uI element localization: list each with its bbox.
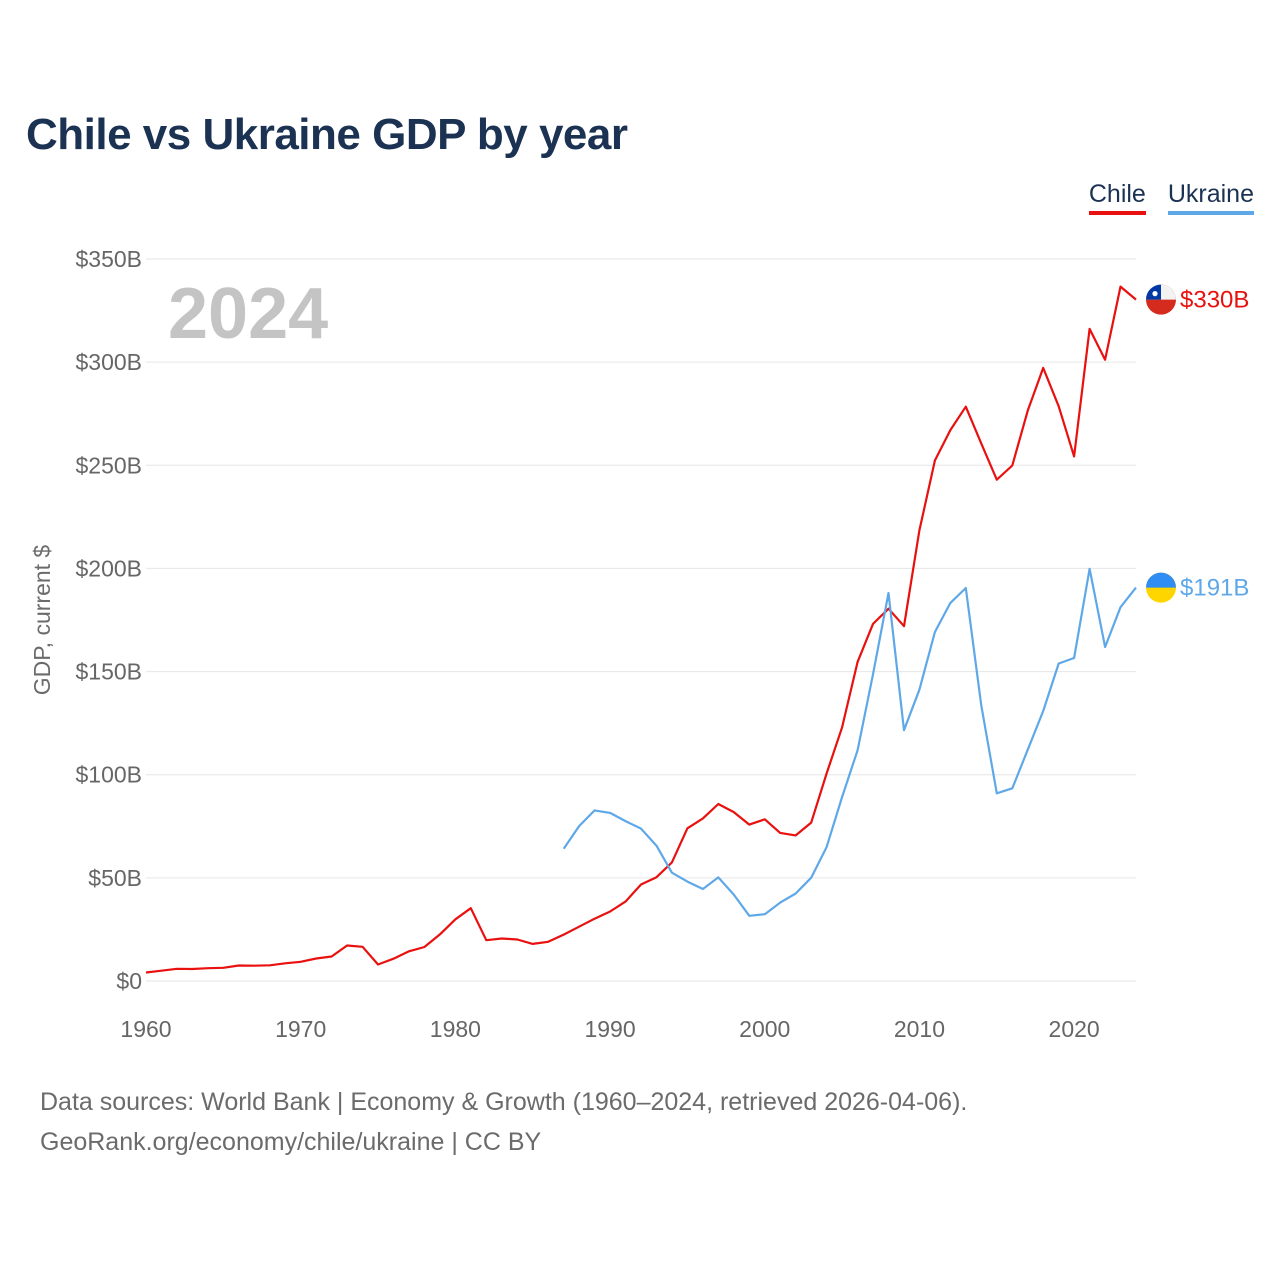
y-tick-label: $300B bbox=[75, 349, 142, 375]
y-axis-ticks: $0 $50B $100B $150B $200B $250B $300B $350B bbox=[75, 246, 142, 994]
x-tick-label: 2010 bbox=[894, 1016, 945, 1042]
legend-item-ukraine[interactable]: Ukraine bbox=[1167, 180, 1254, 215]
x-tick-label: 2020 bbox=[1049, 1016, 1100, 1042]
chart-area: 2024 $0 $50B $100B $150B $200B $250B $300B $350… bbox=[29, 246, 1249, 1042]
x-tick-label: 1970 bbox=[275, 1016, 326, 1042]
flag-chile-icon bbox=[1146, 284, 1176, 315]
x-tick-label: 2000 bbox=[739, 1016, 790, 1042]
legend: Chile Ukraine bbox=[1088, 180, 1254, 215]
y-tick-label: $150B bbox=[75, 659, 142, 685]
x-tick-label: 1990 bbox=[584, 1016, 635, 1042]
y-tick-label: $200B bbox=[75, 555, 142, 581]
y-tick-label: $350B bbox=[75, 246, 142, 272]
series-line-ukraine[interactable] bbox=[562, 567, 1137, 917]
y-tick-label: $250B bbox=[75, 452, 142, 478]
y-tick-label: $100B bbox=[75, 762, 142, 788]
x-axis-ticks: 1960 1970 1980 1990 2000 2010 2020 bbox=[120, 1016, 1099, 1042]
flag-ukraine-icon bbox=[1146, 572, 1176, 603]
footer: Data sources: World Bank | Economy & Gro… bbox=[40, 1082, 967, 1162]
year-watermark: 2024 bbox=[168, 274, 328, 354]
grid-lines bbox=[146, 258, 1136, 982]
x-tick-label: 1960 bbox=[120, 1016, 171, 1042]
y-tick-label: $0 bbox=[116, 968, 142, 994]
footer-credit[interactable]: GeoRank.org/economy/chile/ukraine | CC B… bbox=[40, 1128, 542, 1156]
end-labels: $330B $191B bbox=[1146, 284, 1249, 603]
x-tick-label: 1980 bbox=[430, 1016, 481, 1042]
series-lines bbox=[145, 285, 1137, 974]
chart-title: Chile vs Ukraine GDP by year bbox=[26, 110, 628, 159]
y-tick-label: $50B bbox=[88, 865, 142, 891]
footer-sources: Data sources: World Bank | Economy & Gro… bbox=[40, 1088, 968, 1116]
end-label-chile: $330B bbox=[1180, 287, 1249, 314]
legend-item-chile[interactable]: Chile bbox=[1088, 180, 1146, 215]
series-line-chile[interactable] bbox=[145, 285, 1137, 974]
y-axis-label: GDP, current $ bbox=[29, 545, 55, 696]
end-label-ukraine: $191B bbox=[1180, 575, 1249, 602]
